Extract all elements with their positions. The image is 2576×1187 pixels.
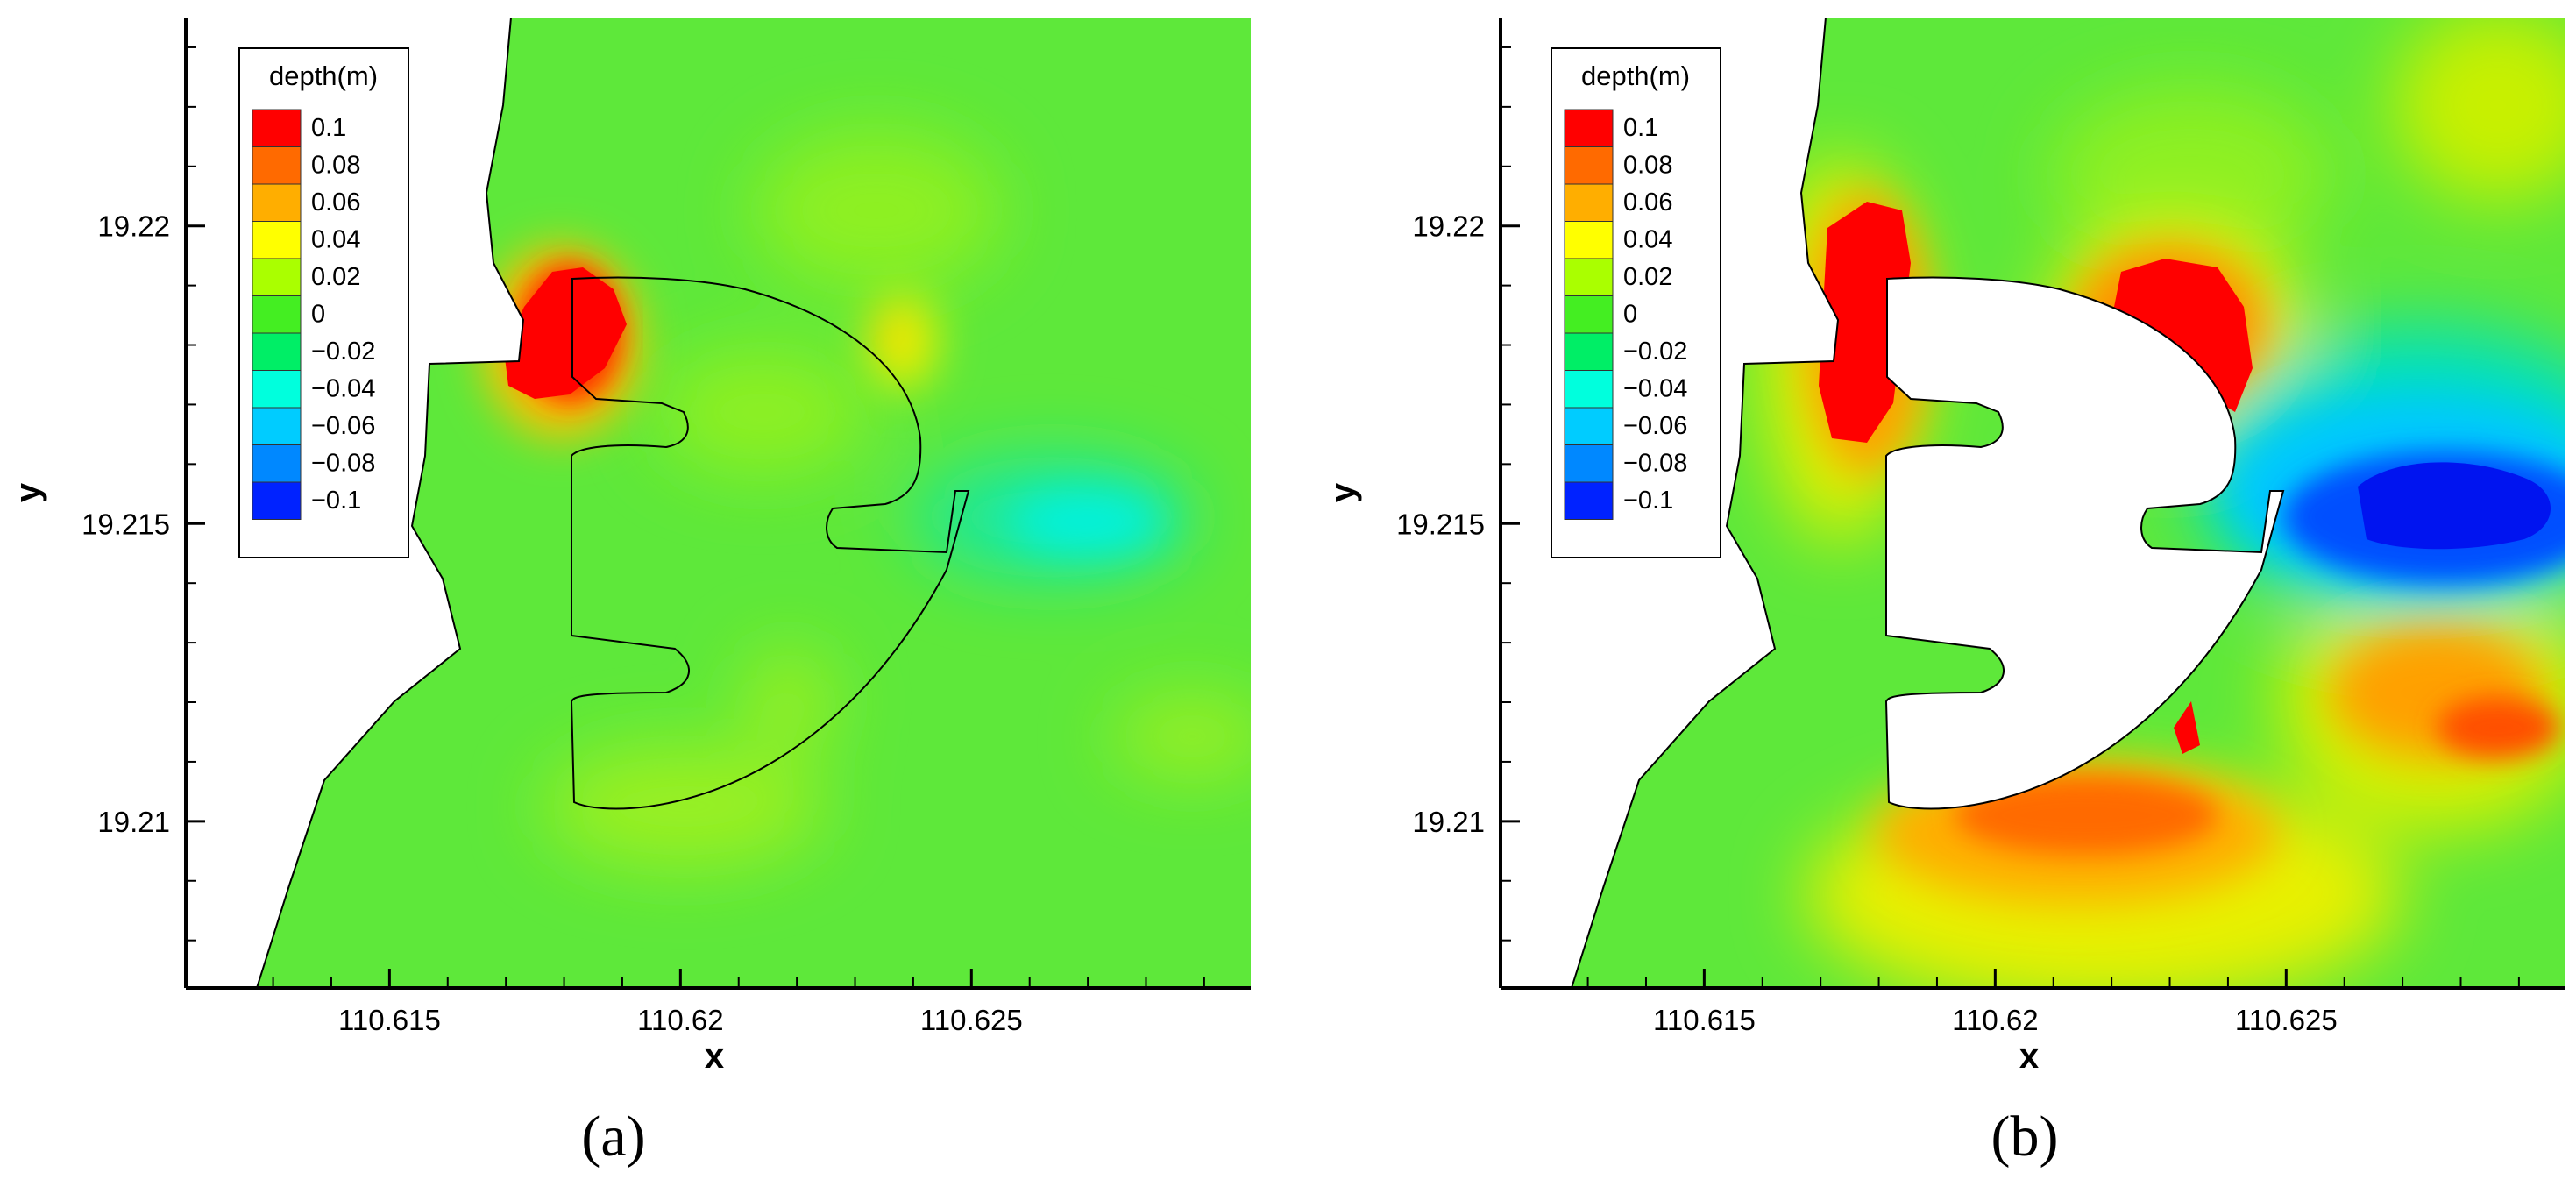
legend-b: depth(m) 0.1 0.08 0.06 0.04 0.02 0 −0.02 −0.04 −… <box>1551 47 1721 558</box>
legend-level-label: 0.06 <box>311 188 360 217</box>
contour-blob <box>657 351 868 473</box>
legend-level-label: −0.1 <box>311 487 361 515</box>
legend-swatch <box>1564 258 1614 296</box>
legend-level-label: 0.1 <box>311 114 346 142</box>
legend-swatch <box>252 332 302 371</box>
legend-a: depth(m) 0.1 0.08 0.06 0.04 0.02 0 −0.02 −0.04 −… <box>238 47 409 558</box>
water-domain-a <box>257 18 1251 988</box>
contour-blob <box>1008 491 1166 552</box>
contour-blob <box>543 745 824 868</box>
y-tick-label: 19.22 <box>97 210 170 243</box>
legend-swatch <box>1564 109 1614 147</box>
legend-swatch <box>252 295 302 334</box>
legend-swatch <box>252 221 302 259</box>
legend-level-label: 0.04 <box>311 226 360 254</box>
x-axis-label: x <box>2019 1037 2039 1076</box>
y-tick-label: 19.215 <box>1396 508 1485 540</box>
axes-a: 110.615 110.62 110.625 19.21 19.215 19.22 x y <box>9 18 1251 1076</box>
legend-swatch <box>1564 481 1614 520</box>
y-tick-label: 19.22 <box>1412 210 1485 243</box>
legend-swatch <box>252 407 302 445</box>
legend-level-label: −0.06 <box>1623 412 1687 440</box>
legend-swatch <box>252 146 302 185</box>
legend-level-label: −0.06 <box>311 412 375 440</box>
x-tick-label: 110.615 <box>1653 1004 1756 1036</box>
shoreline-a <box>256 18 525 988</box>
contour-blob <box>2393 18 2565 202</box>
legend-swatch <box>1564 407 1614 445</box>
panel-caption-a: (a) <box>581 1105 645 1169</box>
contour-blob <box>754 131 999 289</box>
contour-blob <box>2051 88 2331 263</box>
legend-level-label: 0.02 <box>1623 263 1672 291</box>
legend-swatch <box>252 258 302 296</box>
legend-swatch <box>252 109 302 147</box>
legend-swatch <box>1564 183 1614 222</box>
legend-level-label: 0.04 <box>1623 226 1672 254</box>
legend-level-label: −0.08 <box>311 450 375 478</box>
legend-level-label: −0.04 <box>1623 375 1687 403</box>
legend-level-label: 0.02 <box>311 263 360 291</box>
legend-level-label: −0.02 <box>1623 338 1687 366</box>
harbour-outline-a <box>570 276 970 810</box>
legend-swatch <box>252 444 302 483</box>
y-tick-label: 19.215 <box>82 508 170 540</box>
max-change-patch-b-2 <box>2112 259 2253 412</box>
legend-level-label: 0 <box>311 301 325 329</box>
legend-swatch <box>1564 444 1614 483</box>
y-tick-label: 19.21 <box>1412 806 1485 838</box>
x-tick-label: 110.625 <box>920 1004 1023 1036</box>
y-tick-label: 19.21 <box>97 806 170 838</box>
legend-swatch <box>1564 221 1614 259</box>
shoreline-b <box>1571 18 1840 988</box>
legend-level-label: 0 <box>1623 301 1637 329</box>
panel-b <box>1501 18 2565 988</box>
y-axis-label: y <box>9 482 47 502</box>
legend-swatch <box>1564 146 1614 185</box>
x-tick-label: 110.615 <box>338 1004 441 1036</box>
legend-swatch <box>1564 332 1614 371</box>
legend-level-label: −0.08 <box>1623 450 1687 478</box>
x-tick-label: 110.625 <box>2235 1004 2338 1036</box>
legend-title: depth(m) <box>1581 60 1690 91</box>
max-change-patch-b-3 <box>2358 462 2551 550</box>
legend-level-label: −0.02 <box>311 338 375 366</box>
contour-blob <box>745 649 833 754</box>
legend-swatch <box>252 370 302 409</box>
legend-swatch <box>1564 370 1614 409</box>
max-change-patch-a <box>504 267 627 399</box>
contour-blob <box>2437 697 2559 758</box>
legend-level-label: 0.08 <box>1623 152 1672 180</box>
legend-level-label: −0.04 <box>311 375 375 403</box>
legend-swatch <box>252 481 302 520</box>
legend-level-label: 0.1 <box>1623 114 1658 142</box>
axes-b: 110.615 110.62 110.625 19.21 19.215 19.22 x y <box>1323 18 2565 1076</box>
legend-title: depth(m) <box>269 60 378 91</box>
legend-level-label: −0.1 <box>1623 487 1673 515</box>
x-tick-label: 110.62 <box>1952 1004 2038 1036</box>
x-tick-label: 110.62 <box>637 1004 723 1036</box>
max-change-patch-b-1 <box>1819 202 1911 443</box>
legend-level-label: 0.08 <box>311 152 360 180</box>
legend-level-label: 0.06 <box>1623 188 1672 217</box>
contour-blob <box>876 311 903 355</box>
contour-blob <box>1113 697 1251 776</box>
x-axis-label: x <box>705 1037 724 1076</box>
legend-swatch <box>1564 295 1614 334</box>
legend-swatch <box>252 183 302 222</box>
harbour-island-b <box>1884 276 2285 810</box>
max-change-patch-b-4 <box>2174 701 2200 754</box>
contour-blob <box>1955 776 2218 855</box>
y-axis-label: y <box>1323 482 1362 502</box>
panel-caption-b: (b) <box>1991 1105 2059 1169</box>
